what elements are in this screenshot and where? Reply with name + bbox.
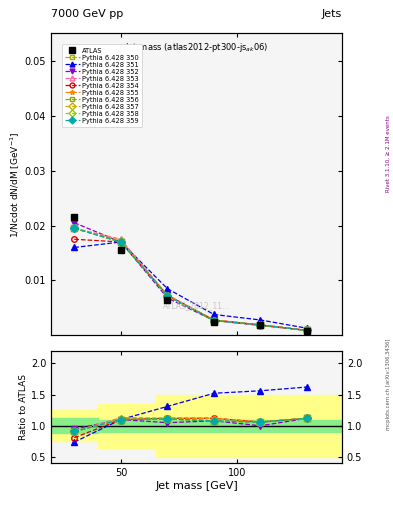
Pythia 6.428 357: [305, 327, 309, 333]
Y-axis label: 1/Ncdot dN/dM [GeV$^{-1}$]: 1/Ncdot dN/dM [GeV$^{-1}$]: [9, 131, 22, 238]
Pythia 6.428 357: [211, 317, 216, 324]
Pythia 6.428 357: [72, 225, 77, 231]
Y-axis label: Ratio to ATLAS: Ratio to ATLAS: [19, 374, 28, 440]
Pythia 6.428 359: [72, 225, 77, 231]
Text: Jets: Jets: [321, 9, 342, 19]
Pythia 6.428 355: [211, 317, 216, 323]
Pythia 6.428 355: [72, 225, 77, 231]
Line: Pythia 6.428 355: Pythia 6.428 355: [72, 225, 310, 333]
ATLAS: [72, 214, 77, 220]
ATLAS: [258, 323, 263, 329]
Pythia 6.428 350: [72, 225, 77, 231]
Pythia 6.428 353: [119, 236, 123, 242]
Pythia 6.428 351: [258, 317, 263, 323]
X-axis label: Jet mass [GeV]: Jet mass [GeV]: [155, 481, 238, 491]
Pythia 6.428 357: [258, 322, 263, 328]
Pythia 6.428 352: [211, 317, 216, 324]
Pythia 6.428 351: [165, 286, 170, 292]
Pythia 6.428 351: [119, 239, 123, 245]
Line: ATLAS: ATLAS: [71, 214, 310, 334]
Text: mcplots.cern.ch [arXiv:1306.3436]: mcplots.cern.ch [arXiv:1306.3436]: [386, 338, 391, 430]
Pythia 6.428 359: [119, 239, 123, 245]
Pythia 6.428 357: [119, 239, 123, 245]
ATLAS: [165, 296, 170, 303]
Line: Pythia 6.428 358: Pythia 6.428 358: [72, 225, 310, 333]
Line: Pythia 6.428 353: Pythia 6.428 353: [72, 225, 310, 333]
Pythia 6.428 359: [211, 317, 216, 324]
Pythia 6.428 353: [211, 317, 216, 323]
Pythia 6.428 356: [305, 327, 309, 333]
Text: Jet mass (atlas2012-pt300-js$_{ak}$06): Jet mass (atlas2012-pt300-js$_{ak}$06): [125, 41, 268, 54]
Pythia 6.428 352: [165, 295, 170, 301]
Pythia 6.428 354: [72, 236, 77, 242]
Line: Pythia 6.428 359: Pythia 6.428 359: [72, 225, 310, 333]
Line: Pythia 6.428 354: Pythia 6.428 354: [72, 237, 310, 333]
Pythia 6.428 352: [119, 239, 123, 245]
Pythia 6.428 354: [211, 317, 216, 323]
Pythia 6.428 357: [165, 293, 170, 299]
Pythia 6.428 358: [305, 327, 309, 333]
Pythia 6.428 352: [72, 220, 77, 226]
Pythia 6.428 350: [305, 327, 309, 333]
Pythia 6.428 353: [72, 225, 77, 231]
Pythia 6.428 358: [165, 293, 170, 299]
Pythia 6.428 356: [165, 293, 170, 299]
Pythia 6.428 355: [305, 327, 309, 333]
Line: Pythia 6.428 357: Pythia 6.428 357: [72, 225, 310, 333]
Pythia 6.428 353: [258, 322, 263, 328]
Pythia 6.428 354: [119, 239, 123, 245]
Pythia 6.428 355: [165, 292, 170, 298]
Pythia 6.428 354: [165, 292, 170, 298]
Pythia 6.428 353: [305, 327, 309, 333]
Pythia 6.428 358: [258, 322, 263, 328]
Text: Rivet 3.1.10, ≥ 2.1M events: Rivet 3.1.10, ≥ 2.1M events: [386, 115, 391, 192]
Pythia 6.428 355: [258, 322, 263, 328]
Pythia 6.428 351: [72, 244, 77, 250]
Pythia 6.428 350: [211, 317, 216, 324]
Line: Pythia 6.428 350: Pythia 6.428 350: [72, 225, 310, 333]
Line: Pythia 6.428 356: Pythia 6.428 356: [72, 225, 310, 333]
Pythia 6.428 359: [258, 322, 263, 328]
Pythia 6.428 354: [258, 322, 263, 328]
Pythia 6.428 352: [305, 327, 309, 333]
Pythia 6.428 359: [165, 293, 170, 299]
Text: ATLAS_2012_11...: ATLAS_2012_11...: [163, 301, 230, 310]
Pythia 6.428 350: [258, 322, 263, 328]
Line: Pythia 6.428 351: Pythia 6.428 351: [72, 239, 310, 331]
Pythia 6.428 358: [72, 225, 77, 231]
Pythia 6.428 358: [119, 239, 123, 245]
Line: Pythia 6.428 352: Pythia 6.428 352: [72, 220, 310, 333]
Pythia 6.428 351: [305, 325, 309, 331]
ATLAS: [305, 328, 309, 334]
Text: 7000 GeV pp: 7000 GeV pp: [51, 9, 123, 19]
Pythia 6.428 359: [305, 327, 309, 333]
Pythia 6.428 358: [211, 317, 216, 324]
Pythia 6.428 356: [258, 322, 263, 328]
ATLAS: [119, 247, 123, 253]
Pythia 6.428 355: [119, 237, 123, 243]
ATLAS: [211, 318, 216, 325]
Pythia 6.428 356: [211, 317, 216, 324]
Legend: ATLAS, Pythia 6.428 350, Pythia 6.428 351, Pythia 6.428 352, Pythia 6.428 353, P: ATLAS, Pythia 6.428 350, Pythia 6.428 35…: [62, 45, 142, 127]
Pythia 6.428 350: [165, 293, 170, 299]
Pythia 6.428 350: [119, 239, 123, 245]
Pythia 6.428 351: [211, 311, 216, 317]
Pythia 6.428 356: [72, 225, 77, 231]
Pythia 6.428 356: [119, 239, 123, 245]
Pythia 6.428 353: [165, 292, 170, 298]
Pythia 6.428 352: [258, 323, 263, 329]
Pythia 6.428 354: [305, 327, 309, 333]
